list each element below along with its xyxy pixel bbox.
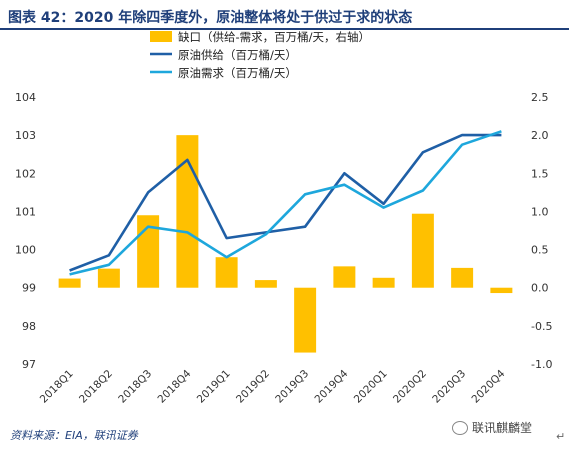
watermark: 联讯麒麟堂 xyxy=(452,419,532,436)
bar xyxy=(372,277,395,288)
y-right-tick-label: 0.0 xyxy=(531,282,549,295)
bar xyxy=(451,267,474,288)
y-left-tick-label: 99 xyxy=(22,282,36,295)
y-left-tick-label: 101 xyxy=(15,205,36,218)
legend-swatch-gap xyxy=(150,31,172,42)
y-axis-right: -1.0 -0.5 0.0 0.5 1.0 1.5 2.0 2.5 xyxy=(531,91,552,371)
y-left-tick-label: 97 xyxy=(22,358,36,371)
bar xyxy=(294,287,317,353)
x-tick-label: 2018Q2 xyxy=(77,368,115,406)
bar xyxy=(333,266,356,288)
x-tick-label: 2020Q1 xyxy=(352,368,390,406)
bar-series xyxy=(58,135,513,353)
y-left-tick-label: 103 xyxy=(15,129,36,142)
bar xyxy=(215,257,238,288)
y-right-tick-label: 1.5 xyxy=(531,167,549,180)
x-tick-label: 2018Q1 xyxy=(38,368,76,406)
y-right-tick-label: 2.0 xyxy=(531,129,549,142)
bar xyxy=(490,287,513,294)
x-tick-label: 2019Q3 xyxy=(273,368,311,406)
x-tick-label: 2020Q2 xyxy=(391,368,429,406)
source-note: 资料来源：EIA，联讯证券 xyxy=(10,429,138,442)
y-right-tick-label: 1.0 xyxy=(531,205,549,218)
legend-label: 原油需求（百万桶/天） xyxy=(178,66,297,80)
bar xyxy=(58,278,81,288)
bar xyxy=(97,268,120,288)
page-title: 图表 42：2020 年除四季度外，原油整体将处于供过于求的状态 xyxy=(8,10,413,26)
wechat-icon xyxy=(452,420,468,435)
bar xyxy=(254,280,277,288)
x-tick-label: 2019Q2 xyxy=(234,368,272,406)
x-tick-label: 2018Q3 xyxy=(116,368,154,406)
x-tick-label: 2019Q1 xyxy=(195,368,233,406)
x-tick-label: 2019Q4 xyxy=(313,367,351,405)
title-divider xyxy=(0,28,569,30)
watermark-text: 联讯麒麟堂 xyxy=(472,421,533,435)
x-tick-label: 2018Q4 xyxy=(156,367,194,405)
x-tick-label: 2020Q3 xyxy=(430,368,468,406)
x-tick-label: 2020Q4 xyxy=(470,367,508,405)
x-axis: 2018Q1 2018Q2 2018Q3 2018Q4 2019Q1 2019Q2 2019… xyxy=(38,367,508,405)
y-left-tick-label: 104 xyxy=(15,91,36,104)
bar xyxy=(411,213,434,288)
y-right-tick-label: -0.5 xyxy=(531,320,552,333)
y-right-tick-label: 0.5 xyxy=(531,244,549,257)
demand-line xyxy=(69,130,502,276)
line-series xyxy=(69,130,502,276)
return-mark: ↵ xyxy=(556,430,566,443)
legend: 缺口（供给-需求，百万桶/天，右轴） 原油供给（百万桶/天） 原油需求（百万桶/天） xyxy=(150,30,370,80)
legend-label: 缺口（供给-需求，百万桶/天，右轴） xyxy=(178,30,370,44)
y-left-tick-label: 102 xyxy=(15,167,36,180)
y-right-tick-label: 2.5 xyxy=(531,91,549,104)
y-right-tick-label: -1.0 xyxy=(531,358,552,371)
y-left-tick-label: 100 xyxy=(15,244,36,257)
y-axis-left: 97 98 99 100 101 102 103 104 xyxy=(15,91,36,371)
legend-label: 原油供给（百万桶/天） xyxy=(178,48,297,62)
bar xyxy=(176,135,199,288)
y-left-tick-label: 98 xyxy=(22,320,36,333)
supply-line xyxy=(69,133,502,272)
